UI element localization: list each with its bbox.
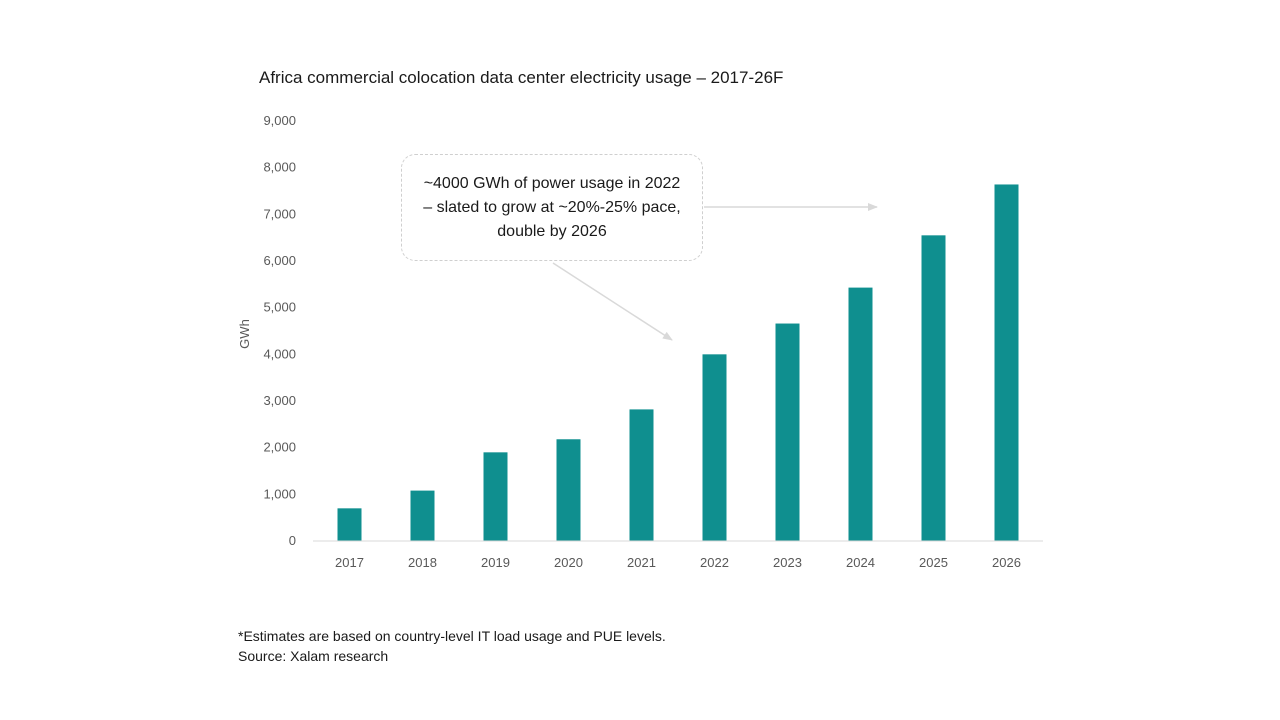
bar-2022 [702,354,727,541]
y-tick-label: 5,000 [263,300,296,315]
bar-2021 [629,409,654,541]
callout-arrow-down [552,262,673,341]
x-tick-label: 2025 [919,555,948,570]
y-tick-label: 4,000 [263,346,296,361]
x-tick-label: 2023 [773,555,802,570]
y-tick-label: 1,000 [263,486,296,501]
x-tick-label: 2017 [335,555,364,570]
bar-2023 [775,323,800,541]
footnote-source: Source: Xalam research [238,648,389,664]
y-tick-label: 2,000 [263,440,296,455]
x-tick-label: 2019 [481,555,510,570]
y-tick-label: 7,000 [263,206,296,221]
bar-2025 [921,235,946,542]
bar-2026 [994,184,1019,541]
x-tick-label: 2020 [554,555,583,570]
x-tick-label: 2026 [992,555,1021,570]
x-tick-label: 2024 [846,555,875,570]
bar-2018 [410,490,435,541]
y-axis-ticks: 0 1,000 2,000 3,000 4,000 5,000 6,000 7,000 8,00… [263,113,296,548]
x-tick-label: 2018 [408,555,437,570]
bar-2019 [483,452,508,541]
bars [337,184,1019,542]
bar-2020 [556,439,581,541]
y-tick-label: 9,000 [263,113,296,128]
y-tick-label: 0 [289,533,296,548]
x-axis-ticks: 2017 2018 2019 2020 2021 2022 2023 2024 2025 2026 [335,555,1021,570]
y-tick-label: 6,000 [263,253,296,268]
x-tick-label: 2021 [627,555,656,570]
y-axis-label: GWh [237,319,252,349]
x-tick-label: 2022 [700,555,729,570]
annotation-callout: ~4000 GWh of power usage in 2022 – slate… [401,154,703,261]
y-tick-label: 8,000 [263,160,296,175]
chart-title: Africa commercial colocation data center… [259,68,784,87]
footnote-note: *Estimates are based on country-level IT… [238,628,666,644]
bar-2017 [337,508,362,541]
bar-2024 [848,287,873,541]
y-tick-label: 3,000 [263,393,296,408]
